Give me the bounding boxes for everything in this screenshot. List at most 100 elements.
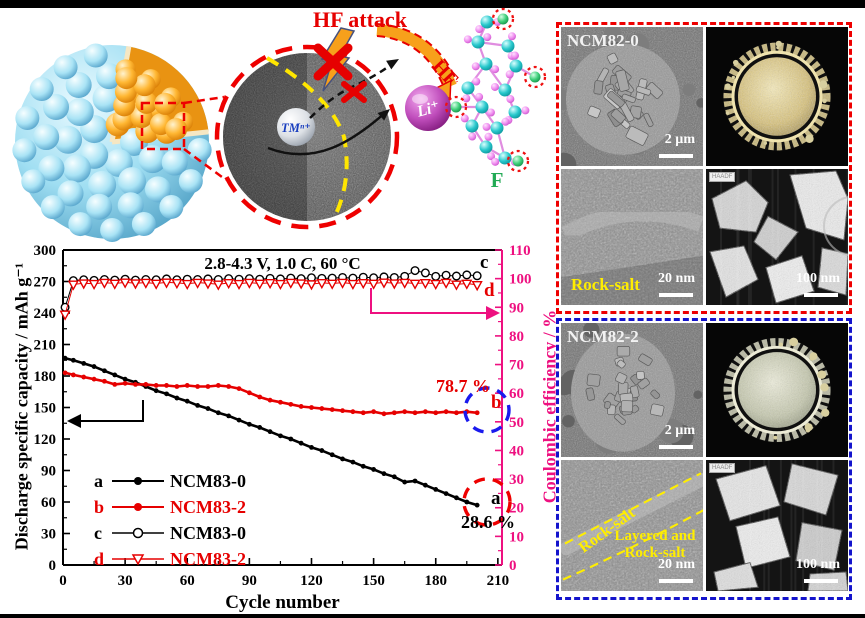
tem-image-ncm82-0: Rock-salt 20 nm	[561, 169, 703, 305]
legend-key-d: d	[94, 548, 105, 569]
svg-text:210: 210	[34, 338, 57, 354]
retention-label-ncm83-0: 28.6 %	[461, 512, 515, 532]
scale-bar-label: 2 µm	[664, 132, 695, 147]
legend-item-c: c NCM83-0	[94, 520, 246, 546]
legend-marker-filled-circle-black	[112, 477, 164, 485]
svg-text:60: 60	[180, 573, 195, 589]
haadf-image-ncm82-0: HAADF 100 nm	[706, 169, 848, 305]
legend-marker-filled-circle-red	[112, 503, 164, 511]
sem-image-ncm82-2: NCM82-2 2 µm	[561, 323, 703, 457]
svg-text:90: 90	[41, 464, 56, 480]
svg-text:150: 150	[362, 573, 385, 589]
condition-c-rate: C	[300, 254, 312, 273]
cross-section-texture	[706, 27, 848, 166]
li-ion-label: Li⁺	[414, 98, 441, 121]
scale-bar-label: 20 nm	[658, 271, 695, 286]
tem-texture	[561, 460, 703, 591]
svg-text:60: 60	[41, 495, 56, 511]
svg-text:100: 100	[509, 272, 532, 288]
panel-ncm82-0: NCM82-0 2 µm Rock-salt 20 nm HAADF 100 n…	[556, 22, 852, 314]
left-axis-title: Discharge specific capacity / mAh g⁻¹	[11, 262, 32, 551]
tem-texture	[561, 169, 703, 305]
svg-text:30: 30	[41, 527, 56, 543]
x-axis-title: Cycle number	[225, 592, 340, 613]
curve-end-label-b: b	[491, 392, 502, 413]
svg-text:80: 80	[509, 329, 524, 345]
scale-bar-label: 100 nm	[796, 271, 840, 286]
haadf-image-ncm82-2: HAADF 100 nm	[706, 460, 848, 591]
legend-item-a: a NCM83-0	[94, 468, 246, 494]
legend-label-a: NCM83-0	[170, 470, 246, 491]
svg-text:150: 150	[34, 401, 57, 417]
legend-key-c: c	[94, 522, 102, 543]
svg-text:270: 270	[34, 275, 57, 291]
scale-bar-label: 20 nm	[658, 557, 695, 572]
condition-suffix: , 60 °C	[311, 254, 361, 273]
svg-text:30: 30	[118, 573, 133, 589]
haadf-tag: HAADF	[709, 463, 736, 473]
diagram-shapes	[12, 7, 547, 242]
panel-ncm82-2: NCM82-2 2 µm Rock-salt Layered and Rock-…	[556, 318, 852, 600]
legend-key-b: b	[94, 496, 105, 517]
layered-rock-salt-label: Layered and Rock-salt	[614, 528, 696, 562]
svg-text:60: 60	[509, 386, 524, 402]
svg-text:120: 120	[300, 573, 323, 589]
sample-title: NCM82-2	[567, 327, 639, 346]
svg-text:110: 110	[509, 244, 531, 259]
cross-section-texture	[706, 323, 848, 457]
svg-text:90: 90	[242, 573, 257, 589]
svg-text:300: 300	[34, 244, 57, 259]
svg-text:30: 30	[509, 472, 524, 488]
svg-text:50: 50	[509, 415, 524, 431]
legend-key-a: a	[94, 470, 103, 491]
hf-attack-label: HF attack	[313, 7, 408, 32]
curve-end-label-a: a	[491, 488, 501, 509]
haadf-texture	[706, 169, 848, 305]
sem-texture	[561, 323, 703, 457]
scale-bar	[804, 579, 838, 583]
condition-prefix: 2.8-4.3 V, 1.0	[204, 254, 301, 273]
scale-bar	[659, 579, 693, 583]
chart-canvas: 0 30 60 90 120 150 180 210030609012015018021024…	[34, 244, 532, 589]
top-border	[0, 0, 865, 8]
haadf-texture	[706, 460, 848, 591]
scale-bar-label: 100 nm	[796, 557, 840, 572]
sem-image-ncm82-0: NCM82-0 2 µm	[561, 27, 703, 166]
curve-end-label-d: d	[484, 280, 495, 301]
scale-bar	[659, 293, 693, 297]
svg-text:10: 10	[509, 529, 524, 545]
fluorine-label: F	[491, 168, 504, 192]
svg-text:20: 20	[509, 501, 524, 517]
cross-section-image-ncm82-0	[706, 27, 848, 166]
rock-salt-label: Rock-salt	[571, 275, 640, 294]
haadf-tag: HAADF	[709, 172, 736, 182]
svg-text:210: 210	[487, 573, 510, 589]
svg-text:0: 0	[509, 558, 517, 574]
svg-text:90: 90	[509, 300, 524, 316]
sem-texture	[561, 27, 703, 166]
chart-legend: a NCM83-0 b NCM83-2 c NCM83-0 d	[94, 468, 246, 572]
tem-image-ncm82-2: Rock-salt Layered and Rock-salt 20 nm	[561, 460, 703, 591]
svg-text:0: 0	[59, 573, 67, 589]
svg-text:180: 180	[424, 573, 447, 589]
legend-label-d: NCM83-2	[170, 548, 246, 569]
svg-text:120: 120	[34, 432, 57, 448]
legend-item-b: b NCM83-2	[94, 494, 246, 520]
legend-marker-open-triangle-red	[112, 554, 164, 566]
cycling-performance-chart: 0 30 60 90 120 150 180 210 0 30 60 90 120 150 180 210 24…	[8, 244, 560, 618]
svg-text:240: 240	[34, 306, 57, 322]
svg-text:70: 70	[509, 358, 524, 374]
bottom-border	[0, 614, 865, 618]
cross-section-image-ncm82-2	[706, 323, 848, 457]
legend-label-b: NCM83-2	[170, 496, 246, 517]
svg-text:0: 0	[49, 558, 57, 574]
svg-text:180: 180	[34, 369, 57, 385]
sample-title: NCM82-0	[567, 31, 639, 50]
scale-bar	[659, 445, 693, 449]
legend-label-c: NCM83-0	[170, 522, 246, 543]
curve-end-label-c: c	[480, 252, 489, 273]
tm-ion-label: TMⁿ⁺	[281, 121, 311, 135]
scale-bar	[659, 154, 693, 158]
